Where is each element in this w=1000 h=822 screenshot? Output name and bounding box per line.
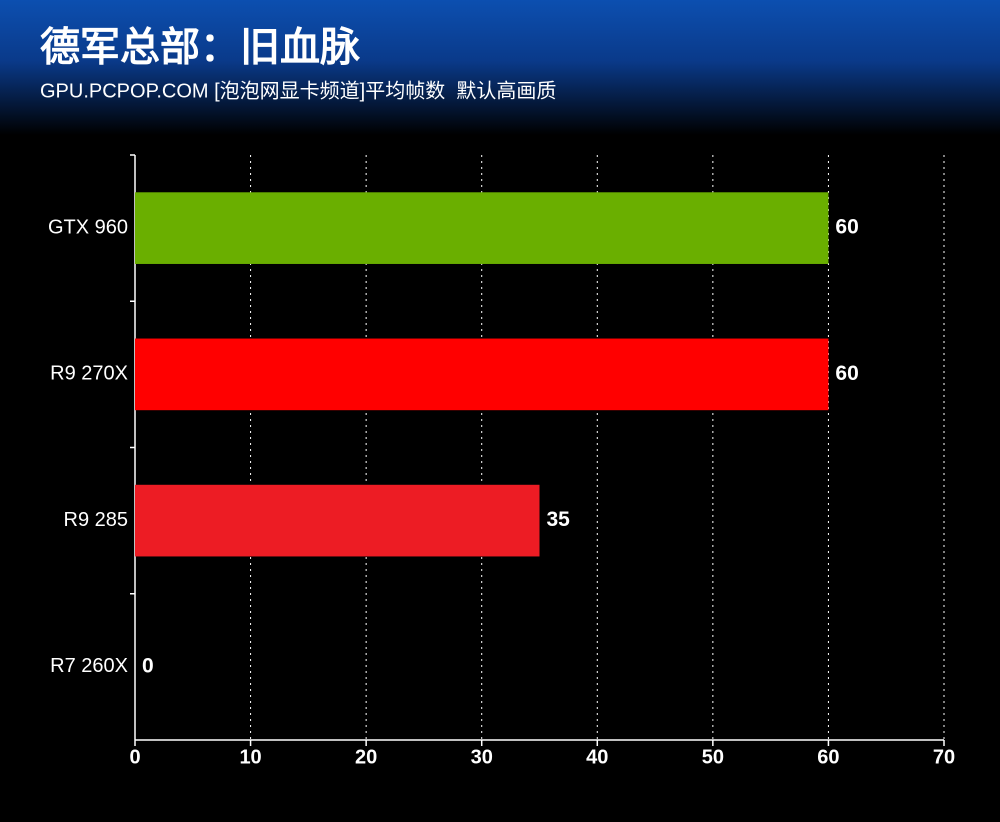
chart-title: 德军总部：旧血脉: [40, 26, 361, 70]
x-tick-label: 70: [933, 746, 955, 768]
y-tick-label: R9 285: [64, 509, 129, 531]
x-tick-label: 30: [471, 746, 493, 768]
value-label: 0: [142, 654, 154, 677]
value-label: 35: [547, 508, 571, 531]
x-tick-label: 50: [702, 746, 724, 768]
bar: [135, 338, 829, 411]
y-tick-label: R9 270X: [50, 363, 128, 385]
value-label: 60: [835, 362, 858, 385]
y-tick-label: R7 260X: [50, 655, 128, 677]
header-background: [0, 0, 1000, 135]
y-tick-label: GTX 960: [48, 216, 128, 238]
chart-subtitle: GPU.PCPOP.COM [泡泡网显卡频道]平均帧数 默认高画质: [40, 79, 556, 102]
value-label: 60: [835, 216, 858, 239]
x-tick-label: 40: [586, 746, 608, 768]
bar: [135, 484, 540, 557]
x-tick-label: 10: [239, 746, 261, 768]
x-tick-label: 60: [817, 746, 839, 768]
bar: [135, 192, 829, 264]
x-tick-label: 0: [129, 746, 140, 768]
x-tick-label: 20: [355, 746, 377, 768]
